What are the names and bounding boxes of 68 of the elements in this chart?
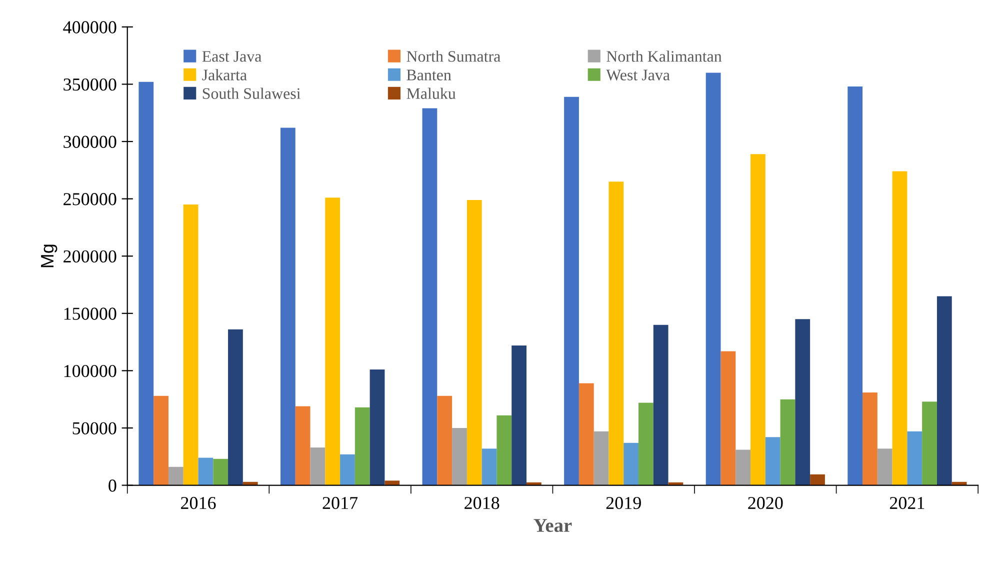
y-tick-label: 200000 (64, 250, 116, 263)
legend-label: Banten (406, 70, 452, 80)
bar (154, 396, 168, 486)
bar (138, 82, 154, 486)
legend-label: Jakarta (202, 69, 247, 80)
y-tick-label: 400000 (63, 21, 116, 34)
bar (370, 370, 385, 486)
bar (892, 171, 908, 486)
y-tick-label: 350000 (64, 78, 116, 91)
bar (168, 466, 184, 486)
bar (422, 108, 438, 486)
bar (907, 431, 922, 486)
legend-label: Maluku (406, 88, 456, 99)
x-axis-title: Year (534, 519, 572, 532)
bar (437, 396, 452, 486)
bar (848, 86, 863, 486)
bar (452, 428, 467, 486)
x-tick-label: 2017 (322, 496, 358, 510)
bar (512, 345, 526, 486)
bar (578, 383, 594, 486)
y-tick-label: 250000 (64, 193, 116, 206)
bar (183, 204, 198, 486)
legend-label: West Java (606, 70, 670, 80)
bar (736, 450, 751, 486)
bar (482, 448, 497, 486)
bar (720, 351, 736, 486)
y-tick-label: 100000 (64, 364, 116, 378)
bar (810, 474, 825, 486)
bar (780, 399, 796, 486)
y-tick-label: 50000 (72, 422, 116, 434)
bar (795, 319, 810, 486)
bar (594, 431, 609, 486)
bar (624, 442, 639, 486)
legend-label: North Kalimantan (606, 50, 722, 62)
bar (496, 415, 512, 486)
y-tick-label: 300000 (64, 136, 116, 148)
bar (280, 128, 296, 486)
x-tick-label: 2016 (180, 496, 216, 510)
bar (922, 402, 937, 486)
y-tick-label: 0 (108, 480, 116, 492)
bar (228, 329, 243, 486)
bar (198, 458, 214, 486)
legend-label: South Sulawesi (202, 88, 300, 99)
bar (608, 182, 624, 486)
bar (750, 154, 766, 486)
bar (295, 406, 310, 486)
bar (564, 96, 579, 486)
x-tick-label: 2020 (748, 496, 783, 510)
bar (638, 402, 654, 486)
bar (340, 454, 355, 486)
bar (877, 448, 892, 486)
bar (936, 296, 952, 486)
bar (325, 198, 340, 486)
bar (862, 392, 878, 486)
legend-label: North Sumatra (406, 50, 500, 62)
x-tick-label: 2019 (606, 496, 641, 510)
y-axis-title: Mg (41, 244, 58, 268)
bar (706, 72, 721, 486)
x-tick-label: 2021 (890, 496, 924, 510)
bar (466, 200, 482, 486)
bar (354, 407, 370, 486)
bar (765, 437, 780, 486)
bar (213, 458, 228, 486)
bar (653, 324, 668, 486)
legend-label: East Java (202, 51, 262, 62)
y-tick-label: 150000 (64, 308, 116, 320)
bar (310, 447, 326, 486)
x-tick-label: 2018 (464, 496, 500, 510)
